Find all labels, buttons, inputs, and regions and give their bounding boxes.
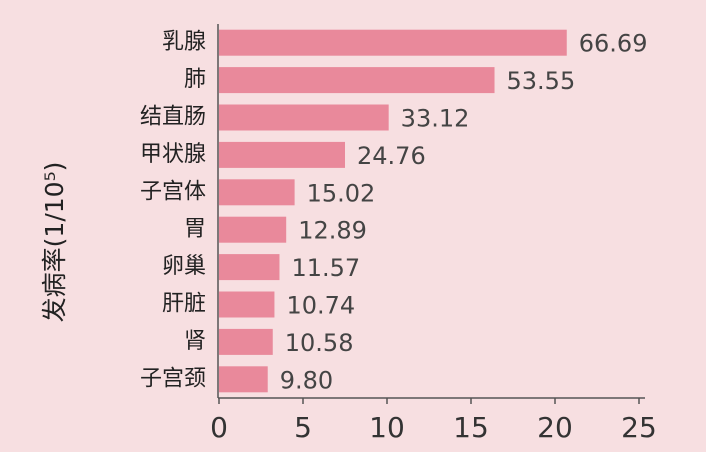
y-tick-label: 肝脏: [162, 292, 206, 317]
bar: [219, 254, 280, 281]
value-label: 10.74: [286, 292, 355, 320]
y-tick-label: 卵巢: [162, 254, 206, 279]
bar: [219, 104, 389, 131]
bar: [219, 141, 345, 168]
value-label: 24.76: [357, 142, 426, 170]
x-tick-label: 15: [453, 411, 489, 444]
value-label: 9.80: [280, 366, 333, 394]
bar: [219, 216, 287, 243]
y-tick-label: 乳腺: [162, 30, 206, 55]
bar: [219, 291, 275, 318]
y-tick-label: 肾: [184, 329, 206, 354]
value-label: 53.55: [507, 67, 576, 95]
x-tick-label: 0: [210, 411, 228, 444]
x-tick-label: 25: [621, 411, 657, 444]
bar: [219, 67, 495, 94]
x-tick-label: 5: [294, 411, 312, 444]
bar: [219, 179, 295, 206]
bar: [219, 328, 273, 355]
value-label: 15.02: [307, 179, 376, 207]
value-label: 11.57: [291, 254, 360, 282]
value-label: 33.12: [401, 105, 470, 133]
value-label: 66.69: [579, 30, 648, 58]
x-tick-label: 10: [369, 411, 405, 444]
value-label: 12.89: [298, 217, 367, 245]
y-tick-label: 胃: [184, 217, 206, 242]
y-tick-label: 结直肠: [140, 105, 206, 130]
y-tick-label: 子宫体: [140, 179, 206, 204]
y-tick-label: 子宫颈: [140, 366, 206, 391]
y-axis-title: 发病率(1/10⁵): [40, 162, 69, 323]
y-tick-label: 肺: [184, 67, 206, 92]
x-tick-label: 20: [537, 411, 573, 444]
bar: [219, 366, 268, 393]
y-tick-label: 甲状腺: [140, 142, 206, 167]
bar: [219, 29, 567, 56]
value-label: 10.58: [285, 329, 354, 357]
